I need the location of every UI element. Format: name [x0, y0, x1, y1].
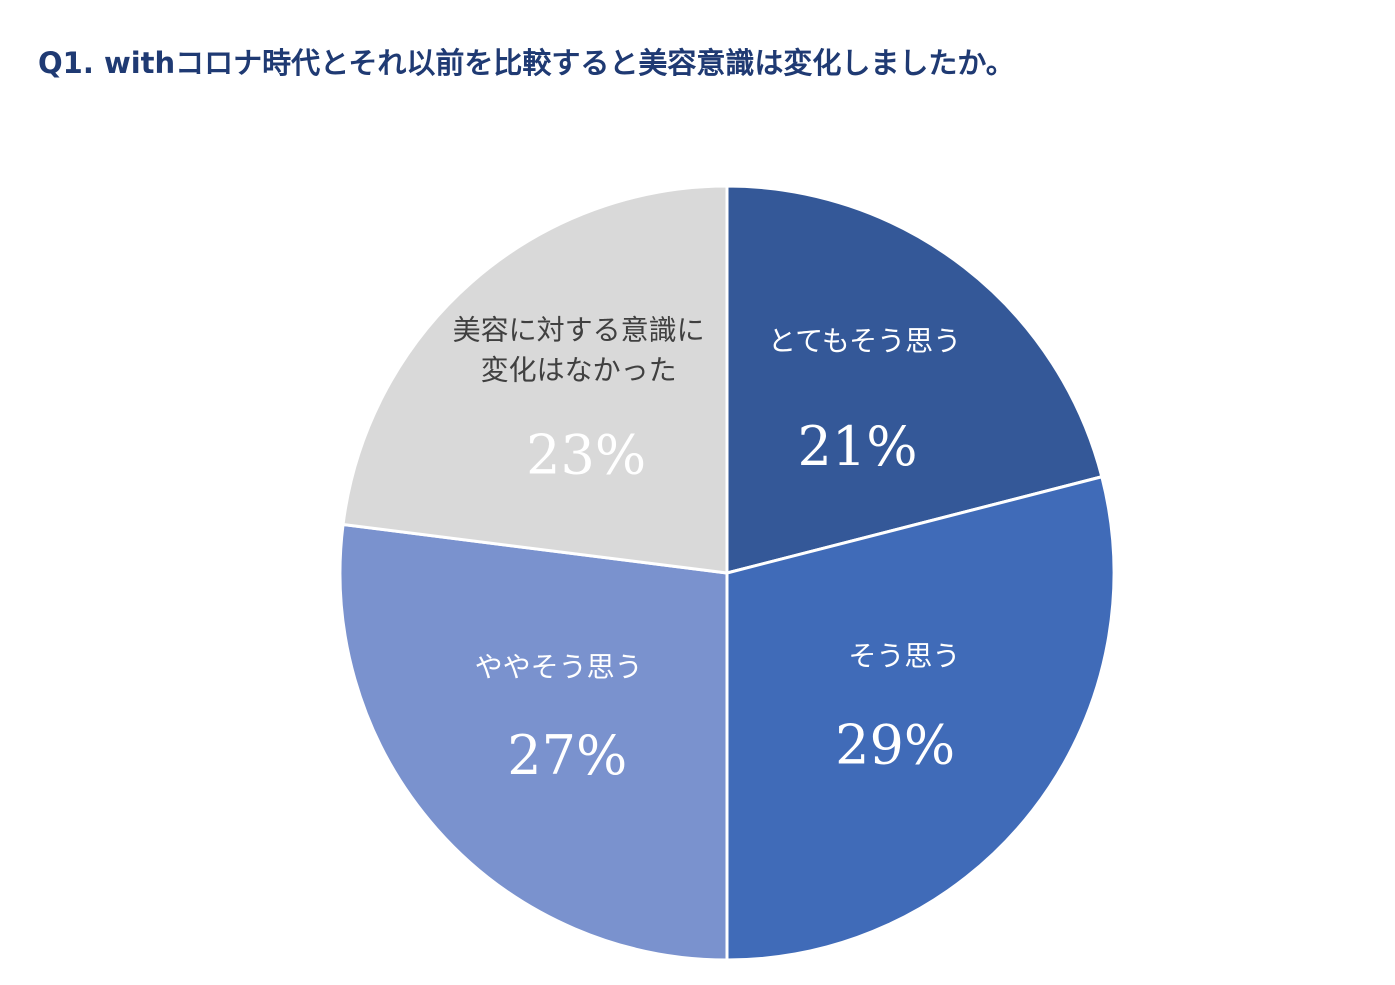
pie-slice-s2	[725, 474, 1116, 962]
pie-slice-s1	[725, 184, 1104, 575]
slice-label-s3: ややそう思う	[475, 650, 643, 683]
slice-label-s2: そう思う	[848, 640, 960, 673]
slice-label-line: そう思う	[848, 640, 960, 673]
chart-title: Q1. withコロナ時代とそれ以前を比較すると美容意識は変化しましたか。	[38, 46, 1015, 80]
labels: とてもそう思う 21% そう思う 29% ややそう思う 27% 美容に対する意識に変化はなか…	[453, 314, 962, 787]
slice-value-s1: 21%	[797, 415, 917, 478]
slice-label-s4: 美容に対する意識に変化はなかった	[453, 314, 705, 387]
slices	[338, 184, 1116, 962]
pie-slice-s4	[341, 184, 729, 575]
slice-label-s1: とてもそう思う	[768, 325, 961, 358]
pie-slice-s3	[338, 522, 729, 962]
slice-label-line: 変化はなかった	[481, 354, 677, 387]
slice-value-s2: 29%	[835, 714, 955, 777]
slice-value-s4: 23%	[526, 423, 646, 486]
slice-value-s3: 27%	[507, 724, 627, 787]
slice-label-line: とてもそう思う	[768, 325, 961, 358]
slice-label-line: ややそう思う	[475, 650, 643, 683]
slice-label-line: 美容に対する意識に	[453, 314, 705, 347]
